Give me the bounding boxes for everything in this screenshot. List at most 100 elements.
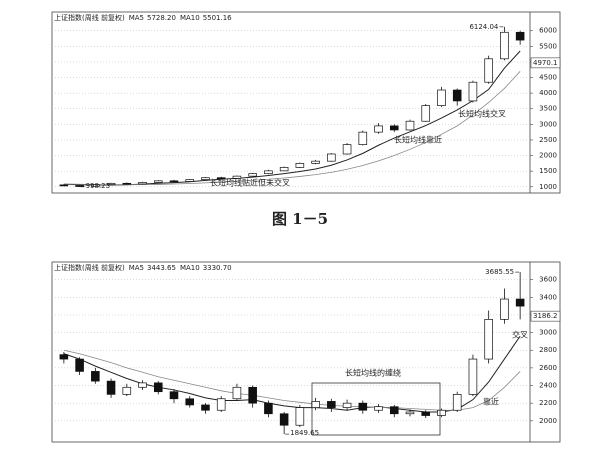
candle-body [437, 409, 446, 416]
header-value: 3443.65 [147, 264, 176, 272]
candle-body [342, 144, 352, 155]
y-tick-label: 2000 [539, 417, 557, 425]
candle-body [468, 358, 478, 395]
candle-body [327, 401, 336, 408]
candle-body [185, 179, 195, 182]
candle-body [153, 180, 163, 183]
candle-body [389, 406, 399, 415]
candle-body [295, 407, 305, 426]
candle-body [106, 380, 116, 395]
candle-body [484, 319, 493, 360]
header-name: MA10 [180, 14, 200, 22]
y-tick-label: 6000 [539, 27, 557, 35]
candle-body [452, 394, 462, 411]
candle-body [75, 185, 84, 187]
y-tick-label: 4500 [539, 74, 557, 82]
candle-body [421, 105, 431, 122]
candle-body [232, 386, 242, 400]
candle-body [91, 184, 100, 187]
high-label: 6124.04 [469, 23, 498, 31]
candle-body [515, 298, 525, 307]
figure-caption: 图 1－5 [272, 210, 328, 228]
candle-body [216, 398, 226, 411]
y-tick-label: 3000 [539, 329, 557, 337]
y-tick-label: 1500 [539, 167, 557, 175]
y-tick-label: 3400 [539, 293, 557, 301]
candle-body [248, 386, 257, 404]
candle-body [122, 182, 132, 185]
header-name: MA5 [129, 14, 144, 22]
y-tick-label: 2800 [539, 346, 557, 354]
low-label: 1849.65 [290, 429, 319, 437]
header-title: 上证指数(周线 前复权) [54, 263, 125, 272]
annotation: 长短均线靠近 [394, 135, 442, 145]
plot-frame [51, 261, 561, 443]
header-title: 上证指数(周线 前复权) [54, 13, 125, 22]
candle-body [452, 89, 462, 102]
candle-body [138, 382, 147, 388]
annotation: 长短均线贴近但未交叉 [210, 178, 290, 188]
candle-body [169, 391, 179, 400]
candle-body [59, 184, 69, 187]
y-tick-label: 5500 [539, 42, 557, 50]
candle-body [59, 354, 69, 360]
candle-body [216, 177, 226, 180]
annotation: 长短均线交叉 [458, 109, 506, 119]
candle-body [389, 125, 399, 131]
candle-body [264, 402, 273, 415]
annotation: 长短均线的缠绕 [345, 368, 401, 378]
header-value: 5501.16 [203, 14, 232, 22]
candle-body [295, 163, 305, 168]
y-tick-label: 3000 [539, 120, 557, 128]
y-tick-label: 1000 [539, 183, 557, 191]
y-tick-label: 2400 [539, 382, 557, 390]
plot-frame [51, 11, 561, 194]
candle-body [248, 173, 257, 177]
candle-body [138, 182, 147, 185]
candle-body [358, 131, 368, 145]
candle-body [75, 358, 84, 372]
candle-body [358, 402, 368, 411]
candle-body [500, 298, 509, 320]
annotation: 交叉 [512, 330, 528, 340]
candle-body [201, 404, 210, 411]
candle-body [185, 398, 195, 406]
candle-body [279, 167, 289, 172]
last-price: 3186.2 [533, 312, 558, 320]
y-tick-label: 4000 [539, 89, 557, 97]
candle-body [327, 153, 336, 162]
last-price-box [530, 310, 561, 322]
y-tick-label: 2500 [539, 136, 557, 144]
last-price: 4970.1 [533, 59, 558, 67]
candle-body [421, 411, 431, 416]
candle-body [500, 31, 509, 60]
candle-body [153, 382, 163, 393]
y-tick-label: 3600 [539, 276, 557, 284]
candle-body [279, 413, 289, 426]
y-tick-label: 3500 [539, 105, 557, 113]
header-value: 5728.20 [147, 14, 176, 22]
ma-line [63, 71, 521, 186]
candle-body [515, 31, 525, 41]
header-name: MA10 [180, 264, 200, 272]
header-value: 3330.70 [203, 264, 232, 272]
candle-body [437, 89, 446, 106]
candle-body [232, 175, 242, 179]
candle-body [342, 402, 352, 408]
candle-body [311, 160, 320, 164]
candle-body [169, 180, 179, 183]
candle-body [374, 125, 383, 133]
candle-body [311, 401, 320, 408]
last-price-box [530, 57, 561, 69]
candle-body [468, 81, 478, 102]
candle-body [106, 182, 116, 185]
candle-body [374, 406, 383, 411]
chart-header: 上证指数(周线 前复权) MA5 3443.65 MA10 3330.70 [54, 263, 232, 272]
candle-body [91, 371, 100, 382]
candle-body [264, 170, 273, 175]
y-tick-label: 2200 [539, 399, 557, 407]
candle-body [122, 386, 132, 395]
low-label: 998.23 [86, 182, 111, 190]
